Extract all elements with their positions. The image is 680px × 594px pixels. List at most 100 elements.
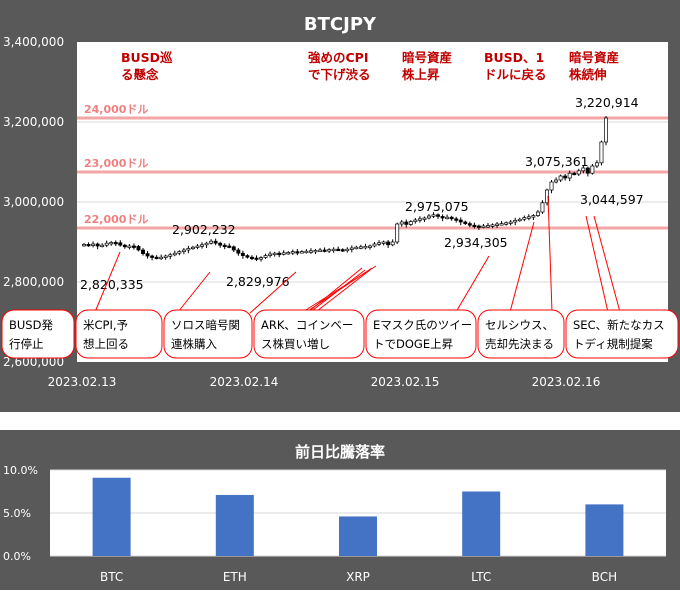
y-tick-label: 5.0%	[3, 507, 31, 520]
candle-body	[604, 117, 608, 143]
callout-connector	[585, 215, 609, 313]
candle-body	[318, 249, 322, 252]
btcjpy-chart: BTCJPY2,600,0002,800,0003,000,0003,200,0…	[1, 14, 679, 389]
candle-body	[349, 247, 354, 250]
candle-body	[558, 175, 563, 181]
candle-body	[95, 243, 100, 247]
candle-body	[186, 248, 191, 251]
candle-body	[554, 179, 559, 183]
change-rate-chart: 前日比騰落率 0.0% 5.0% 10.0% BTC ETH XRP LTC BCH	[3, 443, 666, 584]
candle-body	[368, 245, 372, 248]
candle-body	[545, 189, 549, 204]
candle-body	[522, 217, 527, 220]
candle-body	[449, 216, 454, 220]
candle-body	[413, 219, 418, 222]
candle-body	[594, 162, 599, 167]
candle-body	[408, 221, 413, 225]
candle-body	[122, 244, 127, 248]
candle-body	[377, 242, 381, 245]
candle-body	[304, 250, 309, 254]
candle-body	[91, 243, 96, 246]
x-tick-label: 2023.02.14	[210, 375, 279, 389]
candle-body	[427, 215, 431, 219]
candle-body	[277, 252, 282, 256]
event-callout-text: BUSD発行停止	[9, 318, 53, 351]
event-callout-box	[477, 309, 565, 359]
y-tick-label: 0.0%	[3, 550, 31, 563]
candle-body	[127, 245, 132, 248]
headline-annotation: BUSD、1 ドルに戻る	[484, 50, 547, 82]
candle-body	[159, 256, 164, 260]
event-callout-box	[75, 309, 163, 359]
x-tick-label: LTC	[471, 570, 491, 584]
candle-body	[431, 214, 436, 217]
candle-body	[567, 172, 572, 179]
candle-body	[240, 252, 245, 256]
candle-body	[327, 249, 332, 252]
candle-body	[463, 221, 468, 224]
candle-body	[386, 241, 391, 246]
x-tick-label: 2023.02.15	[371, 375, 440, 389]
candle-body	[136, 246, 141, 251]
y-tick-label: 10.0%	[3, 464, 38, 477]
event-callout-box	[565, 309, 679, 359]
candle-body	[154, 256, 159, 260]
candle-body	[390, 241, 395, 246]
candle-body	[535, 211, 540, 216]
x-tick-label: BTC	[100, 570, 123, 584]
candle-body	[476, 225, 481, 228]
candle-body	[131, 245, 136, 248]
candle-body	[299, 251, 304, 254]
candle-body	[363, 246, 368, 249]
x-tick-label: BCH	[592, 570, 617, 584]
callout-connector	[455, 255, 490, 313]
event-callout-text: 米CPI,予想上回る	[83, 318, 129, 351]
candle-body	[150, 255, 155, 258]
y-tick-label: 3,200,000	[3, 115, 64, 129]
bar	[585, 504, 624, 556]
change-rate-panel: 前日比騰落率 0.0% 5.0% 10.0% BTC ETH XRP LTC BCH	[0, 430, 680, 590]
candle-body	[540, 202, 545, 213]
candle-body	[331, 248, 336, 252]
candle-body	[118, 242, 123, 246]
reference-line-label: 22,000ドル	[84, 213, 148, 226]
candle-body	[113, 242, 118, 245]
candle-body	[445, 216, 450, 220]
candle-body	[259, 257, 263, 260]
candle-body	[399, 221, 404, 225]
candle-body	[263, 255, 268, 258]
candle-body	[204, 242, 209, 246]
candle-body	[231, 246, 236, 251]
candle-body	[585, 167, 590, 174]
candle-body	[272, 252, 277, 256]
y-tick-label: 3,400,000	[3, 35, 64, 49]
callout-connector	[177, 271, 211, 313]
candle-body	[245, 255, 250, 258]
candle-body	[281, 252, 286, 255]
candle-body	[168, 254, 173, 257]
candle-body	[581, 167, 586, 172]
candle-body	[190, 246, 195, 250]
candle-body	[563, 175, 568, 179]
candle-body	[218, 242, 223, 246]
candle-body	[499, 223, 504, 226]
price-label: 3,220,914	[575, 95, 639, 110]
candle-body	[200, 244, 204, 247]
reference-line-label: 24,000ドル	[84, 103, 148, 116]
candle-body	[417, 218, 422, 221]
event-callout-box	[1, 309, 75, 359]
candle-body	[181, 249, 186, 252]
x-tick-label: ETH	[223, 570, 247, 584]
candle-body	[309, 250, 313, 253]
candle-body	[236, 249, 241, 254]
candle-body	[313, 250, 318, 253]
candle-body	[467, 223, 472, 226]
candle-body	[104, 242, 109, 246]
callout-connector	[593, 215, 621, 313]
x-tick-label: 2023.02.16	[532, 375, 601, 389]
candle-body	[495, 223, 500, 226]
candle-body	[486, 225, 490, 228]
price-label: 3,075,361	[525, 154, 589, 169]
candle-body	[86, 244, 91, 247]
candle-body	[100, 244, 105, 248]
